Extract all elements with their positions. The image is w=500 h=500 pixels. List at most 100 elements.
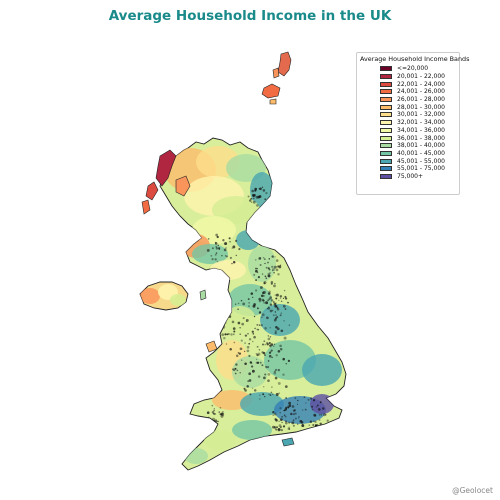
boundary-speck <box>287 301 289 304</box>
boundary-speck <box>275 314 277 316</box>
boundary-speck <box>279 426 282 428</box>
boundary-speck <box>297 417 300 419</box>
boundary-speck <box>259 398 261 400</box>
boundary-speck <box>280 300 283 303</box>
boundary-speck <box>255 267 257 270</box>
income-region <box>260 304 300 336</box>
boundary-speck <box>273 412 277 416</box>
boundary-speck <box>263 258 266 261</box>
boundary-speck <box>257 352 261 356</box>
boundary-speck <box>274 418 277 421</box>
legend-items: <=20,000 20,001 - 22,000 22,001 - 24,000 24… <box>360 65 456 180</box>
boundary-speck <box>277 265 280 268</box>
boundary-speck <box>250 201 253 203</box>
legend-item: 75,000+ <box>360 173 456 181</box>
boundary-speck <box>274 282 276 285</box>
boundary-speck <box>299 439 303 442</box>
boundary-speck <box>223 248 227 252</box>
boundary-speck <box>263 295 265 297</box>
boundary-speck <box>268 354 272 358</box>
boundary-speck <box>301 409 304 411</box>
boundary-speck <box>253 315 256 318</box>
boundary-speck <box>274 330 278 333</box>
boundary-speck <box>262 256 265 259</box>
boundary-speck <box>253 303 256 306</box>
boundary-speck <box>322 431 324 433</box>
boundary-speck <box>222 239 225 242</box>
boundary-speck <box>307 428 310 432</box>
boundary-speck <box>273 370 277 373</box>
boundary-speck <box>267 307 271 310</box>
boundary-speck <box>277 368 281 372</box>
boundary-speck <box>316 404 319 407</box>
legend-swatch <box>380 66 392 72</box>
boundary-speck <box>311 408 314 411</box>
boundary-speck <box>312 431 315 435</box>
map-title: Average Household Income in the UK <box>108 8 392 24</box>
boundary-speck <box>240 299 243 302</box>
boundary-speck <box>244 389 247 392</box>
boundary-speck <box>267 373 271 376</box>
boundary-speck <box>294 412 297 415</box>
boundary-speck <box>211 247 214 250</box>
boundary-speck <box>259 394 261 396</box>
boundary-speck <box>266 343 269 346</box>
boundary-speck <box>235 363 238 366</box>
boundary-speck <box>217 420 219 423</box>
boundary-speck <box>269 394 272 396</box>
boundary-speck <box>214 419 218 423</box>
boundary-speck <box>241 359 243 361</box>
boundary-speck <box>252 332 255 335</box>
boundary-speck <box>267 274 271 278</box>
boundary-speck <box>221 412 224 415</box>
legend-item: 34,001 - 36,000 <box>360 127 456 135</box>
boundary-speck <box>278 420 280 422</box>
boundary-speck <box>275 428 278 431</box>
boundary-speck <box>276 316 279 319</box>
boundary-speck <box>261 313 265 317</box>
boundary-speck <box>314 431 317 434</box>
boundary-speck <box>275 354 278 357</box>
legend-label: 26,001 - 28,000 <box>397 96 445 104</box>
boundary-speck <box>298 416 300 418</box>
boundary-speck <box>277 273 280 276</box>
boundary-speck <box>258 257 262 260</box>
boundary-speck <box>224 255 227 257</box>
boundary-speck <box>264 343 267 346</box>
legend-label: 36,001 - 38,000 <box>397 134 445 142</box>
legend-title: Average Household Income Bands <box>360 55 470 63</box>
income-region <box>224 306 256 334</box>
boundary-speck <box>282 357 285 361</box>
boundary-speck <box>297 432 301 435</box>
income-region <box>184 448 208 464</box>
boundary-speck <box>244 334 248 337</box>
boundary-speck <box>250 292 254 295</box>
income-region <box>232 420 272 440</box>
boundary-speck <box>300 421 304 424</box>
boundary-speck <box>211 257 214 261</box>
boundary-speck <box>253 389 257 392</box>
boundary-speck <box>252 197 255 200</box>
boundary-speck <box>262 386 265 388</box>
boundary-speck <box>214 413 216 415</box>
legend-swatch <box>380 89 392 95</box>
boundary-speck <box>264 275 267 278</box>
legend-swatch <box>380 112 392 118</box>
boundary-speck <box>213 409 215 412</box>
boundary-speck <box>263 282 265 284</box>
boundary-speck <box>251 330 254 333</box>
legend-item: 40,001 - 45,000 <box>360 150 456 158</box>
legend: Average Household Income Bands <=20,000 2… <box>356 52 470 195</box>
boundary-speck <box>283 336 287 340</box>
boundary-speck <box>310 397 313 400</box>
boundary-speck <box>275 293 279 297</box>
boundary-speck <box>228 237 231 240</box>
boundary-speck <box>274 376 278 380</box>
boundary-speck <box>297 423 299 425</box>
boundary-speck <box>273 272 275 274</box>
boundary-speck <box>256 353 259 357</box>
legend-label: 30,001 - 32,000 <box>397 111 445 119</box>
boundary-speck <box>286 405 290 409</box>
boundary-speck <box>272 314 275 317</box>
